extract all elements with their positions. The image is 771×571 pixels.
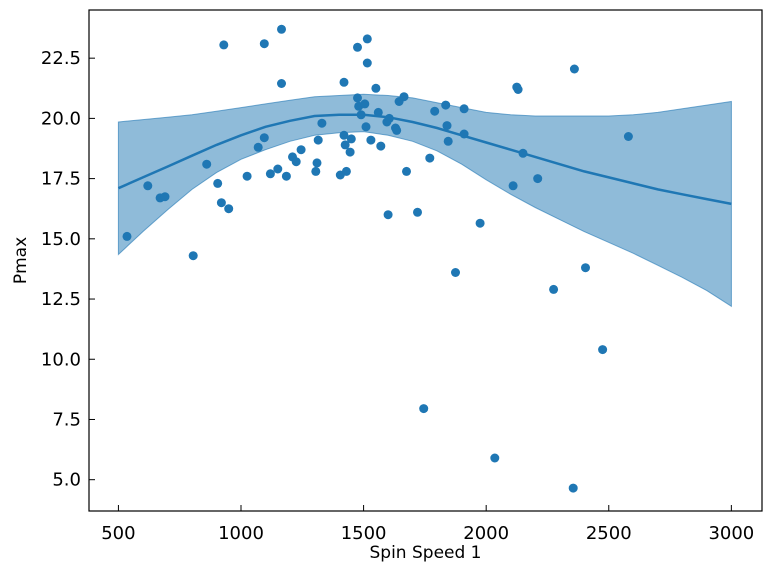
- x-tick-label: 3000: [708, 523, 754, 544]
- data-point: [425, 153, 435, 163]
- data-point: [459, 129, 469, 139]
- data-point: [443, 136, 453, 146]
- data-point: [188, 251, 198, 261]
- data-point: [356, 110, 366, 120]
- data-point: [265, 169, 275, 179]
- data-point: [598, 345, 608, 355]
- data-point: [419, 404, 429, 414]
- data-point: [569, 64, 579, 74]
- data-point: [549, 284, 559, 294]
- data-point: [366, 135, 376, 145]
- x-axis-label: Spin Speed 1: [370, 543, 482, 563]
- data-point: [259, 39, 269, 49]
- data-point: [392, 125, 402, 135]
- data-point: [311, 166, 321, 176]
- data-point: [216, 198, 226, 208]
- data-point: [399, 92, 409, 102]
- data-point: [373, 107, 383, 117]
- data-point: [513, 85, 523, 94]
- data-point: [291, 157, 301, 167]
- data-point: [312, 158, 322, 168]
- y-axis-ticks: 5.0 7.5 10.0 12.5 15.0 17.5 20.0 22.5: [41, 48, 95, 491]
- fit-line: [117, 113, 732, 206]
- data-point: [253, 142, 263, 152]
- data-point: [413, 207, 422, 217]
- x-axis-ticks: 500 1000 1500 2000 2500 3000: [101, 505, 754, 544]
- y-tick-label: 12.5: [41, 289, 81, 310]
- confidence-band-layer: [117, 93, 732, 308]
- confidence-band: [117, 93, 732, 308]
- data-point: [353, 93, 362, 103]
- data-point: [430, 106, 440, 116]
- data-point: [259, 133, 269, 143]
- data-point: [475, 218, 485, 228]
- data-point: [490, 453, 500, 463]
- y-tick-label: 15.0: [41, 229, 81, 250]
- points-layer: [122, 24, 633, 493]
- y-tick-label: 10.0: [41, 349, 81, 370]
- data-point: [533, 174, 543, 184]
- data-point: [371, 83, 381, 93]
- y-axis-label: Pmax: [11, 237, 31, 284]
- data-point: [518, 148, 528, 158]
- data-point: [383, 210, 393, 220]
- x-tick-label: 1500: [341, 523, 387, 544]
- data-point: [122, 231, 132, 241]
- data-point: [362, 58, 372, 68]
- data-point: [277, 24, 286, 34]
- data-point: [345, 147, 355, 157]
- data-point: [143, 181, 153, 191]
- data-point: [341, 166, 351, 176]
- data-point: [508, 181, 518, 191]
- fit-line-layer: [117, 113, 732, 206]
- data-point: [219, 40, 229, 50]
- data-point: [402, 166, 411, 176]
- x-tick-label: 1000: [218, 523, 264, 544]
- data-point: [451, 268, 460, 277]
- data-point: [340, 140, 350, 150]
- data-point: [376, 141, 386, 151]
- data-point: [353, 42, 362, 52]
- data-point: [581, 263, 590, 273]
- plot-frame: [88, 9, 763, 512]
- data-point: [441, 100, 451, 110]
- y-tick-label: 5.0: [52, 470, 81, 491]
- data-point: [339, 77, 349, 87]
- y-tick-label: 20.0: [41, 108, 81, 129]
- data-point: [317, 118, 327, 128]
- data-point: [277, 79, 286, 88]
- data-point: [202, 159, 212, 169]
- data-point: [296, 145, 306, 155]
- y-tick-label: 7.5: [52, 409, 81, 430]
- data-point: [568, 483, 578, 493]
- data-point: [360, 99, 370, 109]
- y-tick-label: 17.5: [41, 169, 81, 190]
- data-point: [442, 121, 452, 131]
- data-point: [623, 132, 633, 141]
- data-point: [242, 171, 252, 181]
- x-tick-label: 2500: [586, 523, 632, 544]
- data-point: [313, 135, 323, 145]
- data-point: [213, 178, 223, 188]
- data-point: [281, 171, 291, 181]
- x-tick-label: 2000: [463, 523, 509, 544]
- data-point: [224, 204, 234, 214]
- data-point: [273, 164, 283, 174]
- data-point: [361, 122, 371, 132]
- data-point: [362, 34, 372, 44]
- x-tick-label: 500: [101, 523, 135, 544]
- data-point: [346, 134, 356, 144]
- y-tick-label: 22.5: [41, 48, 81, 69]
- data-point: [339, 130, 349, 140]
- data-point: [459, 104, 469, 114]
- data-point: [384, 113, 394, 123]
- data-point: [160, 192, 170, 202]
